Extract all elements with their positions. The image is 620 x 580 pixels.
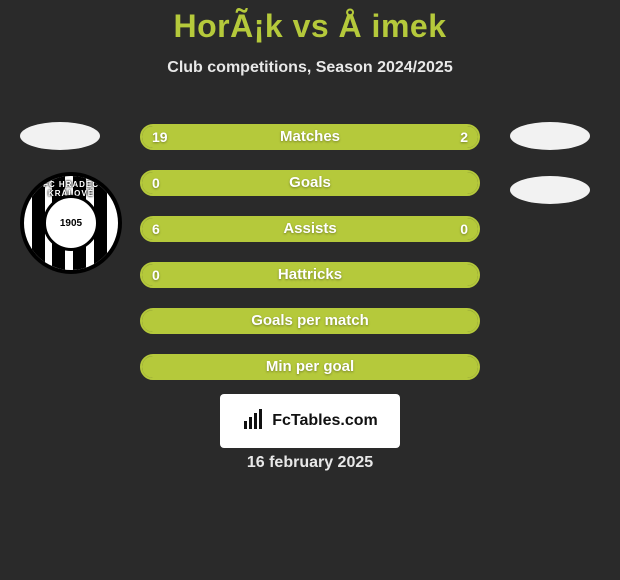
brand-text: FcTables.com	[272, 412, 378, 430]
badge-year: 1905	[43, 195, 99, 251]
stat-bar-left-fill	[142, 310, 478, 332]
stat-bars: 192Matches 0Goals 60Assists 0Hattricks Goals…	[140, 124, 480, 400]
subtitle: Club competitions, Season 2024/2025	[0, 59, 620, 77]
brand-box[interactable]: FcTables.com	[220, 394, 400, 448]
player-placeholder	[510, 176, 590, 204]
page-title: HorÃ¡k vs Å imek	[0, 0, 620, 45]
stat-bar: 0Goals	[140, 170, 480, 196]
stat-bar-left-fill	[142, 172, 478, 194]
stat-bar: 0Hattricks	[140, 262, 480, 288]
player-placeholder	[510, 122, 590, 150]
club-badge: FC HRADEC KRÁLOVÉ1905	[20, 172, 122, 274]
stat-bar: Goals per match	[140, 308, 480, 334]
stat-bar: 192Matches	[140, 124, 480, 150]
stat-bar: Min per goal	[140, 354, 480, 380]
brand-icon	[242, 407, 266, 436]
stat-bar-right-fill	[404, 218, 478, 240]
date-text: 16 february 2025	[0, 454, 620, 472]
stat-bar-left-fill	[142, 264, 478, 286]
stat-bar-right-fill	[404, 126, 478, 148]
stat-bar: 60Assists	[140, 216, 480, 242]
stat-bar-left-fill	[142, 356, 478, 378]
player-placeholder	[20, 122, 100, 150]
stat-bar-left-fill	[142, 126, 404, 148]
stat-bar-left-fill	[142, 218, 404, 240]
